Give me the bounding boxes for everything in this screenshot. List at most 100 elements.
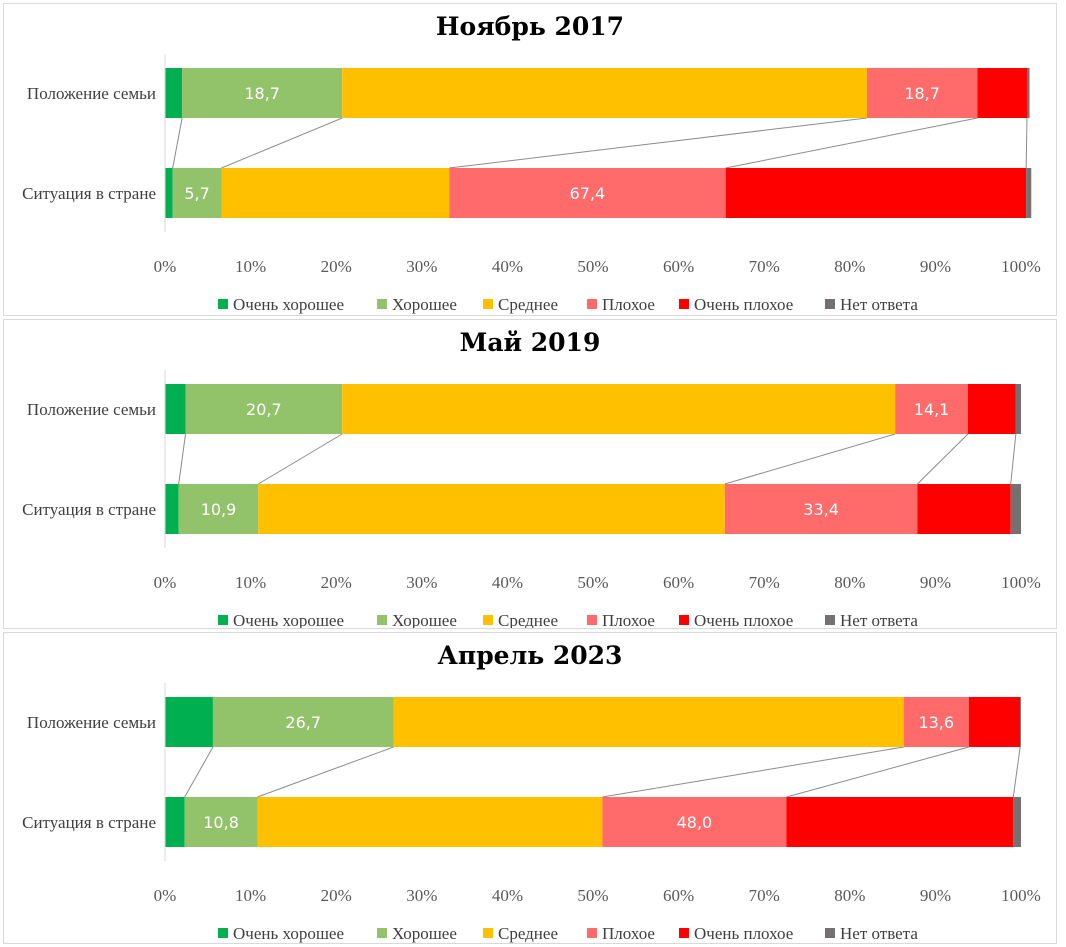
category-label: Положение семьи	[27, 400, 156, 419]
tick-label: 40%	[492, 257, 523, 276]
chart-panel-1: Ноябрь 2017 Положение семьи Ситуация в стр…	[3, 3, 1057, 316]
legend-entry: Очень хорошее	[233, 924, 344, 943]
series-line	[184, 746, 214, 798]
legend-swatch	[218, 299, 228, 309]
tick-label: 80%	[834, 886, 865, 905]
series-line	[178, 433, 187, 485]
legend-swatch	[587, 615, 597, 625]
legend-swatch	[679, 928, 689, 938]
series-line	[1012, 746, 1021, 798]
chart-title: Ноябрь 2017	[436, 12, 624, 41]
tick-label: 0%	[154, 257, 177, 276]
data-label: 10,8	[203, 813, 239, 832]
bar-segment	[1026, 168, 1032, 218]
tick-label: 0%	[154, 573, 177, 592]
tick-label: 70%	[749, 573, 780, 592]
legend-entry: Среднее	[498, 611, 558, 628]
legend-swatch	[377, 928, 387, 938]
legend-entry: Хорошее	[392, 611, 457, 628]
legend-swatch	[825, 615, 835, 625]
data-label: 13,6	[918, 713, 954, 732]
tick-label: 50%	[577, 257, 608, 276]
bar-segment	[786, 797, 1014, 847]
legend-entry: Среднее	[498, 295, 558, 314]
legend-swatch	[679, 299, 689, 309]
category-label: Положение семьи	[27, 713, 156, 732]
tick-label: 60%	[663, 257, 694, 276]
bar-segment	[895, 384, 968, 434]
tick-label: 90%	[920, 886, 951, 905]
bar-segment	[258, 484, 725, 534]
category-label: Ситуация в стране	[22, 184, 156, 203]
tick-label: 70%	[749, 886, 780, 905]
bar-segment	[165, 168, 173, 218]
tick-label: 60%	[663, 573, 694, 592]
tick-label: 80%	[834, 257, 865, 276]
bar-segment	[165, 384, 186, 434]
tick-label: 10%	[235, 886, 266, 905]
bar-segment	[1020, 697, 1021, 747]
bar-segment	[1026, 68, 1030, 118]
chart-panel-2: Май 2019 Положение семьи Ситуация в стране…	[3, 319, 1057, 629]
bar-segment	[185, 384, 343, 434]
legend-entry: Среднее	[498, 924, 558, 943]
bar-segment	[165, 797, 185, 847]
tick-label: 20%	[321, 573, 352, 592]
bar-segment	[449, 168, 726, 218]
tick-label: 100%	[1001, 257, 1041, 276]
data-label: 14,1	[914, 400, 950, 419]
chart-2: Май 2019 Положение семьи Ситуация в стране…	[22, 328, 1041, 628]
legend-entry: Плохое	[602, 295, 655, 314]
legend-swatch	[218, 615, 228, 625]
category-label: Положение семьи	[27, 84, 156, 103]
bar-segment	[342, 68, 867, 118]
bar-segment	[724, 484, 918, 534]
bar-segment	[257, 797, 603, 847]
data-label: 18,7	[904, 84, 940, 103]
series-line	[786, 746, 969, 798]
bar-segment	[342, 384, 896, 434]
legend-swatch	[377, 615, 387, 625]
series-line	[1025, 117, 1028, 169]
bar-segment	[602, 797, 787, 847]
legend-swatch	[218, 928, 228, 938]
series-line	[1010, 433, 1017, 485]
bar-segment	[165, 697, 213, 747]
legend-entry: Хорошее	[392, 295, 457, 314]
legend-swatch	[587, 299, 597, 309]
legend-swatch	[377, 299, 387, 309]
tick-label: 90%	[920, 257, 951, 276]
tick-label: 30%	[406, 573, 437, 592]
bar-segment	[178, 484, 259, 534]
series-line	[724, 433, 896, 485]
legend-entry: Нет ответа	[840, 924, 918, 943]
tick-label: 10%	[235, 257, 266, 276]
bar-segment	[1010, 484, 1021, 534]
series-line	[725, 117, 978, 169]
legend-entry: Нет ответа	[840, 611, 918, 628]
series-line	[221, 117, 343, 169]
legend-swatch	[825, 299, 835, 309]
category-label: Ситуация в стране	[22, 500, 156, 519]
series-line	[257, 746, 394, 798]
tick-label: 30%	[406, 886, 437, 905]
bar-segment	[866, 68, 978, 118]
tick-label: 80%	[834, 573, 865, 592]
category-label: Ситуация в стране	[22, 813, 156, 832]
legend-swatch	[483, 299, 493, 309]
legend-swatch	[825, 928, 835, 938]
bar-segment	[967, 384, 1016, 434]
tick-label: 100%	[1001, 573, 1041, 592]
tick-label: 40%	[492, 573, 523, 592]
tick-label: 40%	[492, 886, 523, 905]
tick-label: 10%	[235, 573, 266, 592]
bar-segment	[968, 697, 1021, 747]
bar-segment	[903, 697, 969, 747]
data-label: 10,9	[201, 500, 237, 519]
legend-entry: Очень хорошее	[233, 295, 344, 314]
chart-1: Ноябрь 2017 Положение семьи Ситуация в стр…	[22, 12, 1041, 314]
legend-swatch	[587, 928, 597, 938]
chart-title: Май 2019	[460, 328, 601, 357]
data-label: 67,4	[570, 184, 606, 203]
legend-entry: Очень плохое	[694, 295, 793, 314]
